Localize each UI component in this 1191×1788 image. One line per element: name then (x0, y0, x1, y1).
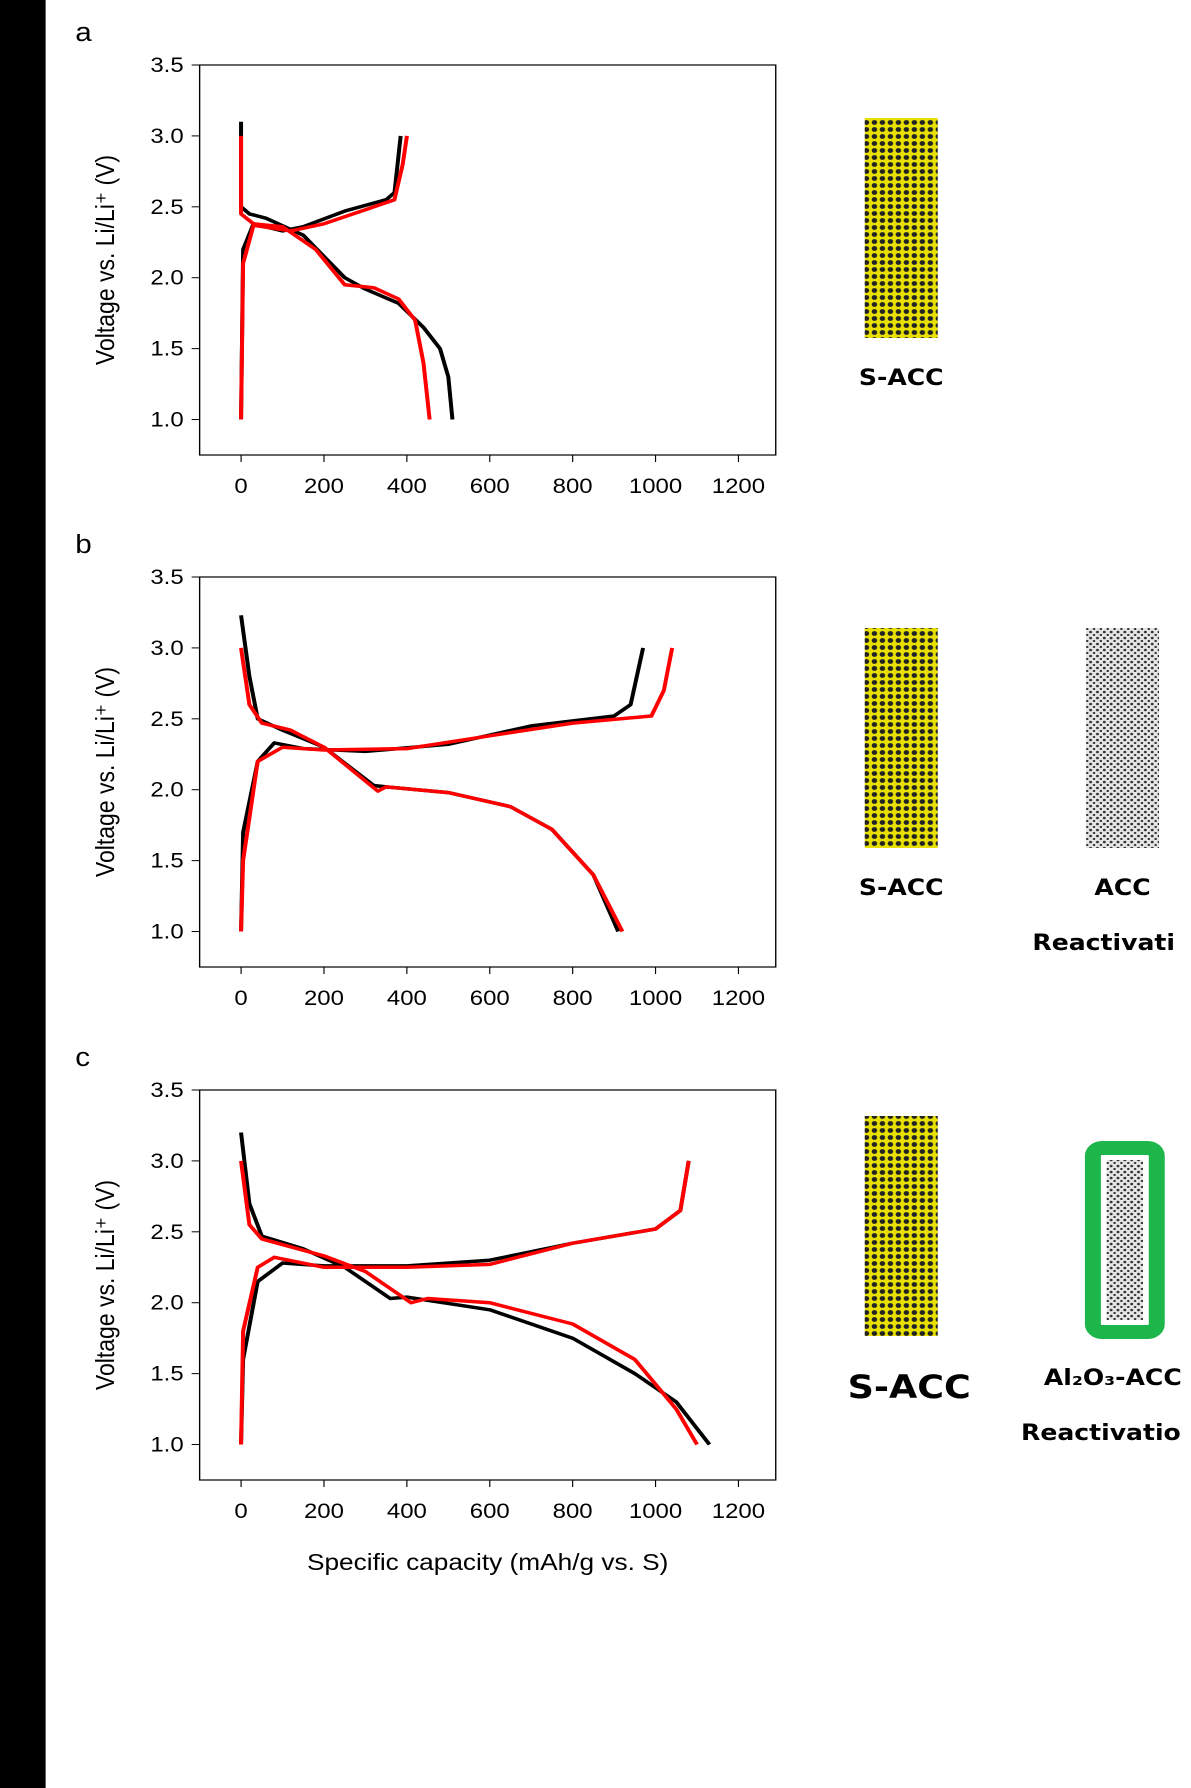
electrode (1086, 628, 1160, 848)
y-tick-label: 2.5 (150, 707, 183, 730)
electrode (864, 628, 938, 848)
y-tick-label: 2.5 (150, 195, 183, 218)
x-tick-label: 800 (553, 986, 593, 1009)
x-tick-label: 0 (234, 986, 247, 1009)
schematic-label: ACC (1094, 874, 1150, 900)
plot-frame (198, 64, 777, 456)
y-tick-label: 2.0 (150, 778, 183, 801)
curve (239, 1132, 712, 1446)
y-tick-label: 2.0 (150, 1291, 183, 1314)
y-tick-label: 1.0 (150, 408, 183, 431)
left-border (0, 0, 46, 1788)
schematic-label: Reactivati (1032, 929, 1175, 955)
x-tick-label: 200 (304, 1499, 344, 1522)
x-tick-label: 600 (470, 986, 510, 1009)
x-axis-title: Specific capacity (mAh/g vs. S) (307, 1550, 668, 1575)
y-tick-label: 3.0 (150, 1149, 183, 1172)
y-axis-title: Voltage vs. Li/Li⁺ (V) (92, 667, 121, 877)
curve (239, 135, 432, 420)
electrode (1106, 1160, 1144, 1320)
x-tick-label: 200 (304, 474, 344, 497)
y-tick-label: 3.0 (150, 636, 183, 659)
y-axis-title: Voltage vs. Li/Li⁺ (V) (92, 1180, 121, 1390)
x-tick-label: 1200 (712, 1499, 765, 1522)
electrode (864, 118, 938, 338)
curve (239, 121, 455, 420)
y-tick-label: 2.0 (150, 266, 183, 289)
curve (239, 615, 646, 933)
coating (1084, 1141, 1165, 1339)
y-axis-title: Voltage vs. Li/Li⁺ (V) (92, 155, 121, 365)
x-tick-label: 200 (304, 986, 344, 1009)
y-tick-label: 2.5 (150, 1220, 183, 1243)
x-tick-label: 1200 (712, 474, 765, 497)
x-tick-label: 800 (553, 1499, 593, 1522)
electrode (864, 1116, 938, 1336)
x-tick-label: 1000 (629, 1499, 682, 1522)
x-tick-label: 400 (387, 986, 427, 1009)
content: a 0 200 400 600 800 1000 1200 1.0 1.5 2.0 2.5 3.0 3.5… (75, 18, 1181, 1576)
plot-frame (198, 576, 777, 968)
y-tick-label: 1.0 (150, 920, 183, 943)
x-tick-label: 600 (470, 1499, 510, 1522)
curve (239, 1160, 699, 1446)
x-tick-label: 1000 (629, 986, 682, 1009)
y-tick-label: 3.5 (150, 1078, 183, 1101)
y-tick-label: 3.5 (150, 53, 183, 76)
x-tick-label: 1200 (712, 986, 765, 1009)
schematic-label: S-ACC (859, 874, 944, 900)
panel-label: b (75, 530, 92, 559)
x-tick-label: 400 (387, 1499, 427, 1522)
y-tick-label: 1.0 (150, 1433, 183, 1456)
y-tick-label: 3.0 (150, 124, 183, 147)
x-tick-label: 400 (387, 474, 427, 497)
schematic-label: S-ACC (859, 364, 944, 390)
schematic-label: S-ACC (848, 1369, 971, 1406)
x-tick-label: 800 (553, 474, 593, 497)
plot-frame (198, 1089, 777, 1481)
curve (239, 647, 675, 933)
panel-label: a (75, 18, 92, 47)
x-tick-label: 0 (234, 1499, 247, 1522)
schematic-label: Al₂O₃-ACC (1044, 1364, 1182, 1390)
y-tick-label: 1.5 (150, 1362, 183, 1385)
x-tick-label: 0 (234, 474, 247, 497)
x-tick-label: 600 (470, 474, 510, 497)
y-tick-label: 1.5 (150, 337, 183, 360)
schematic-label: Reactivatio (1021, 1419, 1181, 1445)
y-tick-label: 1.5 (150, 849, 183, 872)
panel-label: c (75, 1043, 90, 1072)
y-tick-label: 3.5 (150, 565, 183, 588)
x-tick-label: 1000 (629, 474, 682, 497)
